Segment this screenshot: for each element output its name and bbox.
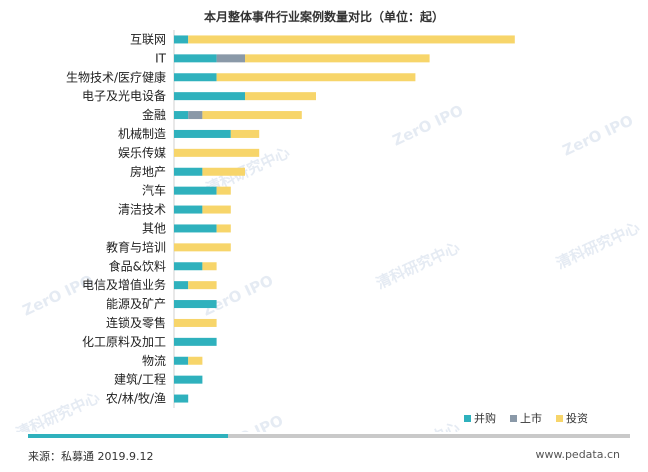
category-label: 化工原料及加工 <box>82 335 166 349</box>
bar-segment-investment <box>216 186 231 195</box>
legend-label-merger: 并购 <box>474 412 496 425</box>
watermark-logo: 清科研究中心 <box>373 238 462 292</box>
watermark-logo: 清科研究中心 <box>13 388 102 432</box>
watermark-logo: ZerO IPO <box>210 411 286 432</box>
bar-segment-investment <box>245 92 316 101</box>
bar-segment-merger <box>174 375 203 384</box>
bars-layer <box>174 35 515 403</box>
legend-label-ipo: 上市 <box>520 412 542 425</box>
bar-segment-investment <box>230 129 260 138</box>
bar-segment-merger <box>174 92 245 101</box>
bar-segment-merger <box>174 129 231 138</box>
bar-segment-investment <box>202 205 231 214</box>
bar-segment-merger <box>174 111 189 120</box>
bar-segment-merger <box>174 54 217 63</box>
category-label: 互联网 <box>130 32 166 46</box>
bar-chart: ZerO IPO 清科研究中心 ZerO IPO 清科研究中心 ZerO IPO 清科研究… <box>13 30 642 432</box>
bar-segment-merger <box>174 224 217 233</box>
legend-swatch-investment <box>556 414 563 422</box>
category-label: 金融 <box>142 107 166 122</box>
category-label: 其他 <box>142 221 166 235</box>
category-label: 娱乐传媒 <box>118 145 166 160</box>
bar-segment-merger <box>174 167 203 176</box>
watermark-logo: 清科研究中心 <box>373 418 462 432</box>
watermark-logo: ZerO IPO <box>200 271 276 319</box>
category-label: 电子及光电设备 <box>82 89 166 103</box>
watermark-logo: ZerO IPO <box>390 101 466 149</box>
bar-segment-investment <box>188 35 515 44</box>
bar-segment-merger <box>174 73 217 82</box>
bar-segment-investment <box>174 243 231 252</box>
category-label: 机械制造 <box>118 126 166 141</box>
footer-divider-accent <box>28 434 228 438</box>
legend-item-merger: 并购 <box>464 410 496 426</box>
bar-segment-merger <box>174 186 217 195</box>
bar-segment-investment <box>216 224 231 233</box>
bar-segment-merger <box>174 337 217 346</box>
legend-label-investment: 投资 <box>566 412 588 425</box>
bar-segment-ipo <box>188 111 203 120</box>
bar-segment-investment <box>188 356 203 365</box>
bar-segment-investment <box>188 281 217 290</box>
bar-segment-merger <box>174 394 189 403</box>
category-label: 连锁及零售 <box>106 315 166 330</box>
legend-swatch-ipo <box>510 414 517 422</box>
bar-segment-merger <box>174 35 189 44</box>
bar-segment-investment <box>202 167 245 176</box>
category-label: IT <box>155 51 167 65</box>
category-label: 建筑/工程 <box>114 372 166 387</box>
bar-segment-investment <box>202 262 217 271</box>
category-label: 食品&饮料 <box>109 258 166 273</box>
source-note: 来源：私募通 2019.9.12 <box>28 450 154 463</box>
bar-segment-merger <box>174 281 189 290</box>
category-label: 生物技术/医疗健康 <box>66 69 166 84</box>
category-label: 电信及增值业务 <box>82 277 166 292</box>
legend: 并购 上市 投资 <box>464 410 588 426</box>
category-labels: 互联网 IT 生物技术/医疗健康电子及光电设备金融机械制造娱乐传媒房地产汽车清洁技术… <box>66 32 167 405</box>
category-label: 物流 <box>142 354 166 368</box>
category-label: 房地产 <box>130 164 166 179</box>
legend-item-investment: 投资 <box>556 410 588 426</box>
category-label: 清洁技术 <box>118 203 166 217</box>
bar-segment-investment <box>174 318 217 327</box>
bar-segment-investment <box>216 73 416 82</box>
legend-item-ipo: 上市 <box>510 410 542 426</box>
bar-segment-merger <box>174 300 217 309</box>
website-link[interactable]: www.pedata.cn <box>535 448 620 461</box>
watermark-logo: 清科研究中心 <box>553 218 642 272</box>
bar-segment-investment <box>202 111 302 120</box>
footer-divider <box>28 434 630 438</box>
category-label: 汽车 <box>142 183 166 198</box>
chart-title: 本月整体事件行业案例数量对比（单位：起） <box>203 10 444 24</box>
legend-swatch-merger <box>464 414 471 422</box>
bar-segment-investment <box>174 148 260 157</box>
bar-segment-merger <box>174 205 203 214</box>
category-label: 能源及矿产 <box>106 297 166 311</box>
bar-segment-merger <box>174 262 203 271</box>
bar-segment-investment <box>245 54 430 63</box>
category-label: 教育与培训 <box>106 239 166 254</box>
category-label: 农/林/牧/渔 <box>106 392 166 406</box>
watermark-logo: ZerO IPO <box>560 111 636 159</box>
bar-segment-merger <box>174 356 189 365</box>
bar-segment-ipo <box>216 54 245 63</box>
